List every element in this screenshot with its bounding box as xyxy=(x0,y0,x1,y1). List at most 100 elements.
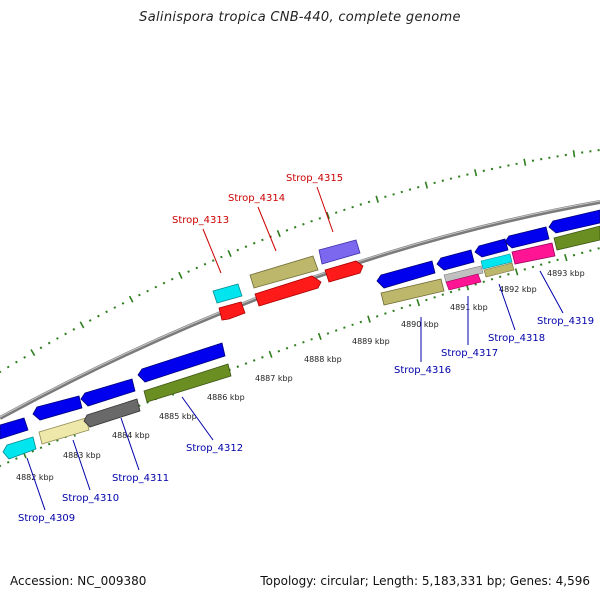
major-tick xyxy=(474,169,478,177)
minor-tick xyxy=(375,315,379,318)
forward-genes xyxy=(212,239,364,321)
minor-tick xyxy=(293,343,297,347)
gene-label-strop-4318[interactable]: Strop_4318 xyxy=(488,333,545,344)
major-tick xyxy=(424,181,429,189)
gene-label-strop-4310[interactable]: Strop_4310 xyxy=(62,493,119,504)
gene-strop-4318-top[interactable] xyxy=(474,238,509,258)
gene-right-top[interactable] xyxy=(548,209,600,234)
minor-tick xyxy=(359,320,363,324)
minor-tick xyxy=(285,346,289,350)
minor-tick xyxy=(277,349,281,353)
topology-summary: Topology: circular; Length: 5,183,331 bp… xyxy=(260,574,590,588)
minor-tick xyxy=(23,355,26,359)
gene-label-strop-4313[interactable]: Strop_4313 xyxy=(172,215,229,226)
scale-label: 4890 kbp xyxy=(401,320,439,329)
minor-tick xyxy=(359,203,363,206)
minor-tick xyxy=(580,251,584,255)
minor-tick xyxy=(449,290,453,294)
scale-label: 4884 kbp xyxy=(112,431,150,440)
leader-strop-4313 xyxy=(202,228,222,274)
minor-tick xyxy=(252,359,256,362)
minor-tick xyxy=(285,229,289,232)
gene-strop-4311-top[interactable] xyxy=(80,378,136,407)
gene-strop-4313-bottom[interactable] xyxy=(218,301,246,321)
gene-strop-4317-top[interactable] xyxy=(436,249,475,271)
major-tick xyxy=(317,332,322,340)
gene-strop-4314[interactable] xyxy=(249,255,319,289)
gene-strop-4319[interactable] xyxy=(511,242,556,265)
minor-tick xyxy=(39,346,43,350)
minor-tick xyxy=(170,277,174,281)
gene-label-strop-4317[interactable]: Strop_4317 xyxy=(441,348,498,359)
gene-strop-4316-top[interactable] xyxy=(376,260,436,289)
minor-tick xyxy=(589,249,592,252)
gene-strop-4318[interactable] xyxy=(483,262,515,278)
major-tick xyxy=(514,268,519,276)
gene-strop-4319-top[interactable] xyxy=(504,226,550,249)
gene-right-olive[interactable] xyxy=(553,225,600,251)
minor-tick xyxy=(597,247,600,250)
major-tick xyxy=(268,350,273,358)
backbone-highlight xyxy=(0,200,600,418)
minor-tick xyxy=(261,356,264,359)
minor-tick xyxy=(400,190,404,194)
gene-strop-4313-top[interactable] xyxy=(212,283,243,304)
major-tick xyxy=(572,150,576,158)
minor-tick xyxy=(408,304,412,307)
gene-label-strop-4315[interactable]: Strop_4315 xyxy=(286,173,343,184)
minor-tick xyxy=(244,245,248,248)
minor-tick xyxy=(56,337,59,340)
leader-strop-4311 xyxy=(120,417,140,471)
major-tick xyxy=(227,249,232,258)
gene-strop-4317-grey[interactable] xyxy=(443,265,484,283)
gene-strop-4309[interactable] xyxy=(2,436,37,460)
minor-tick xyxy=(523,268,527,271)
gene-label-strop-4319[interactable]: Strop_4319 xyxy=(537,316,594,327)
major-tick xyxy=(564,253,568,262)
minor-tick xyxy=(211,259,215,262)
minor-tick xyxy=(457,288,461,291)
gene-strop-4316[interactable] xyxy=(380,278,445,306)
minor-tick xyxy=(121,301,125,305)
minor-tick xyxy=(293,225,297,229)
gene-strop-4311[interactable] xyxy=(83,398,141,428)
leader-strop-4310 xyxy=(72,439,91,491)
minor-tick xyxy=(154,285,158,289)
gene-strop-4310[interactable] xyxy=(38,417,90,445)
minor-tick xyxy=(384,195,387,199)
gene-strop-4312-top[interactable] xyxy=(137,342,226,383)
minor-tick xyxy=(334,329,338,332)
gene-label-strop-4314[interactable]: Strop_4314 xyxy=(228,193,285,204)
gene-strop-4317[interactable] xyxy=(445,273,482,291)
minor-tick xyxy=(343,208,346,212)
gene-label-strop-4311[interactable]: Strop_4311 xyxy=(112,473,169,484)
minor-tick xyxy=(326,332,330,335)
gene-strop-4310-top[interactable] xyxy=(32,395,83,421)
minor-tick xyxy=(72,328,76,331)
minor-tick xyxy=(302,222,305,226)
minor-tick xyxy=(384,312,387,315)
gene-label-strop-4312[interactable]: Strop_4312 xyxy=(186,443,243,454)
minor-tick xyxy=(474,283,477,286)
gene-strop-4314b[interactable] xyxy=(254,275,322,307)
minor-tick xyxy=(425,298,428,302)
minor-tick xyxy=(548,260,551,264)
minor-tick xyxy=(433,181,436,185)
minor-tick xyxy=(236,365,240,368)
scale-label: 4883 kbp xyxy=(63,451,101,460)
gene-strop-4309-top[interactable] xyxy=(0,417,29,440)
minor-tick xyxy=(400,306,404,310)
minor-tick xyxy=(64,332,67,336)
scale-label: 4889 kbp xyxy=(352,337,390,346)
leader-strop-4318 xyxy=(498,283,516,331)
gene-strop-4318-cyan[interactable] xyxy=(480,253,513,270)
reverse-genes xyxy=(0,209,600,460)
gene-label-strop-4309[interactable]: Strop_4309 xyxy=(18,513,75,524)
gene-label-strop-4316[interactable]: Strop_4316 xyxy=(394,365,451,376)
gene-strop-4312[interactable] xyxy=(143,363,232,403)
minor-tick xyxy=(138,404,141,408)
gene-strop-4315[interactable] xyxy=(318,239,361,265)
gene-strop-4315b[interactable] xyxy=(324,260,364,283)
minor-tick xyxy=(433,296,436,299)
minor-tick xyxy=(490,277,494,281)
